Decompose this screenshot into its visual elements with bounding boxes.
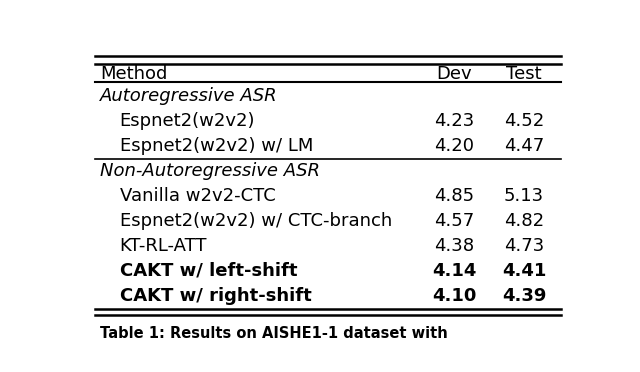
Text: 4.39: 4.39 [502, 286, 546, 305]
Text: Method: Method [100, 65, 167, 83]
Text: Espnet2(w2v2) w/ CTC-branch: Espnet2(w2v2) w/ CTC-branch [120, 212, 392, 230]
Text: 4.82: 4.82 [504, 212, 544, 230]
Text: 4.73: 4.73 [504, 237, 544, 255]
Text: CAKT w/ right-shift: CAKT w/ right-shift [120, 286, 312, 305]
Text: Vanilla w2v2-CTC: Vanilla w2v2-CTC [120, 187, 275, 205]
Text: 4.41: 4.41 [502, 262, 546, 280]
Text: CAKT w/ left-shift: CAKT w/ left-shift [120, 262, 297, 280]
Text: 4.57: 4.57 [435, 212, 475, 230]
Text: 4.20: 4.20 [435, 137, 474, 155]
Text: 4.52: 4.52 [504, 112, 544, 130]
Text: Dev: Dev [436, 65, 472, 83]
Text: Espnet2(w2v2) w/ LM: Espnet2(w2v2) w/ LM [120, 137, 313, 155]
Text: 4.47: 4.47 [504, 137, 544, 155]
Text: Espnet2(w2v2): Espnet2(w2v2) [120, 112, 255, 130]
Text: KT-RL-ATT: KT-RL-ATT [120, 237, 207, 255]
Text: 4.85: 4.85 [435, 187, 474, 205]
Text: 4.10: 4.10 [432, 286, 477, 305]
Text: 4.38: 4.38 [435, 237, 474, 255]
Text: Autoregressive ASR: Autoregressive ASR [100, 87, 278, 105]
Text: 5.13: 5.13 [504, 187, 544, 205]
Text: 4.23: 4.23 [435, 112, 475, 130]
Text: Test: Test [506, 65, 541, 83]
Text: 4.14: 4.14 [432, 262, 477, 280]
Text: Non-Autoregressive ASR: Non-Autoregressive ASR [100, 162, 320, 180]
Text: Table 1: Results on AISHE1-1 dataset with: Table 1: Results on AISHE1-1 dataset wit… [100, 326, 447, 341]
